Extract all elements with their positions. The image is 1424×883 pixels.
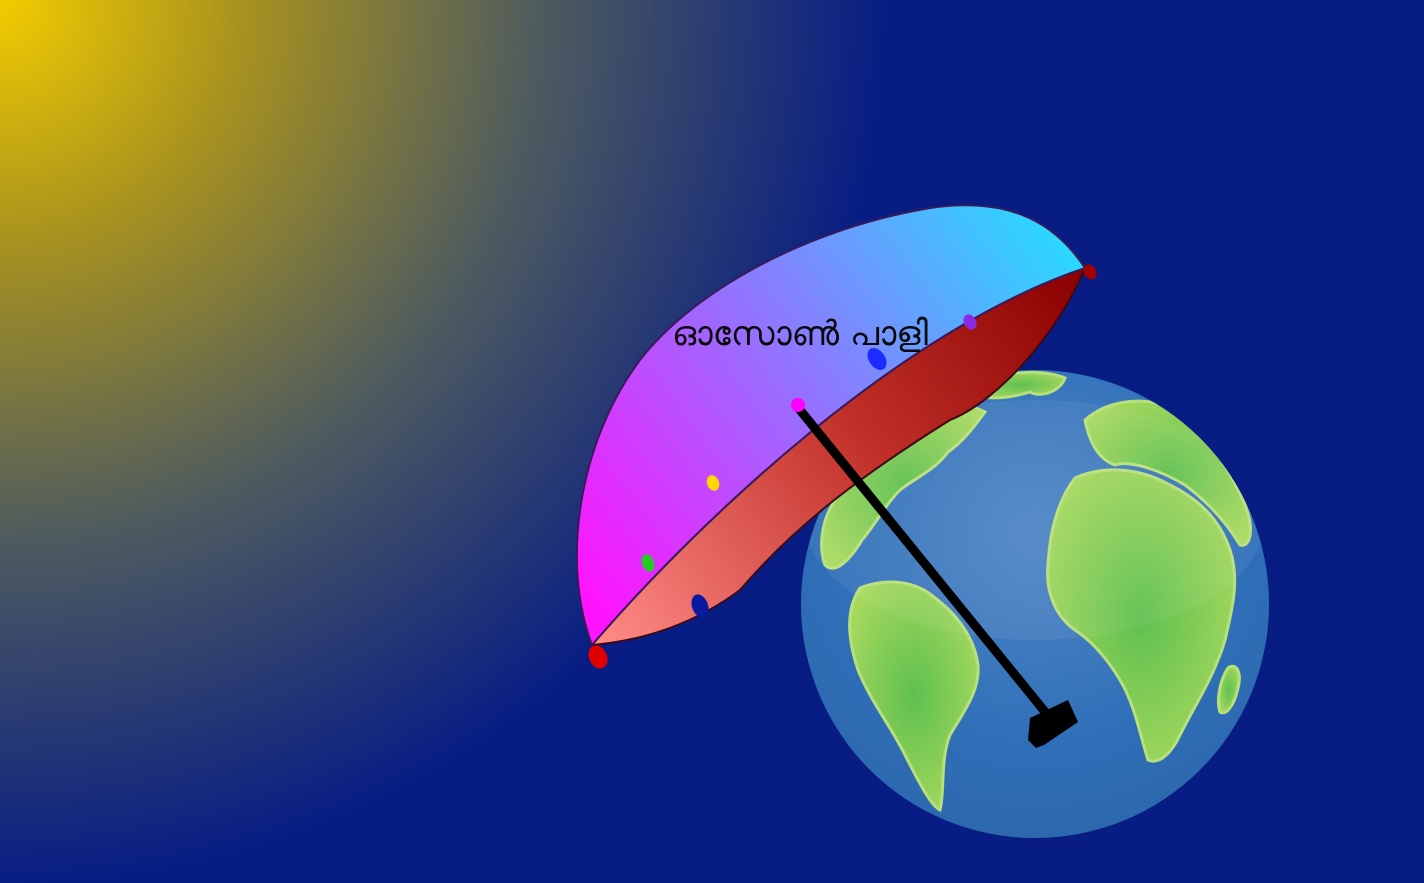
umbrella-shaft xyxy=(795,405,1055,723)
tip-navy xyxy=(691,594,709,618)
tip-red-left xyxy=(588,645,608,669)
earth-globe-icon xyxy=(801,370,1269,838)
globe-highlight xyxy=(805,400,1265,640)
umbrella-icon xyxy=(575,204,1097,748)
landmass-africa xyxy=(1046,468,1237,763)
landmass-madagascar xyxy=(1216,664,1241,715)
tip-darkred-right xyxy=(1083,264,1097,280)
tip-blue xyxy=(867,348,887,370)
umbrella-grip xyxy=(1028,700,1078,748)
tip-green xyxy=(641,554,655,572)
ozone-layer-label: ഓസോൺ പാളി xyxy=(672,314,928,354)
tip-purple xyxy=(963,314,977,330)
tip-magenta xyxy=(791,398,805,412)
tip-yellow xyxy=(706,475,720,491)
landmass-south-america xyxy=(848,580,980,813)
